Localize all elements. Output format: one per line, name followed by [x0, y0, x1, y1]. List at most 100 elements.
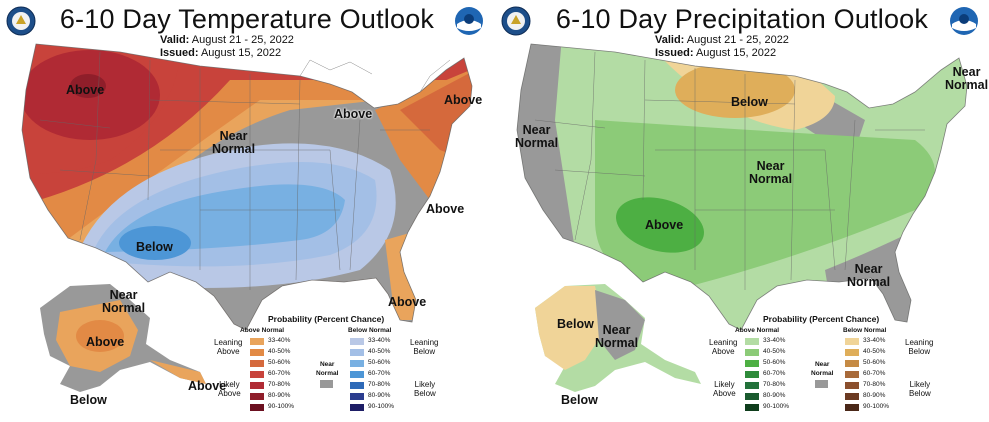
legend-above-head: Above Normal [240, 327, 285, 334]
legend-swatch [845, 349, 859, 356]
legend-above-head: Above Normal [735, 327, 780, 334]
legend-swatch [250, 393, 264, 400]
region-label: Below [731, 95, 768, 109]
legend-swatch [350, 404, 364, 411]
region-label: Near Normal [212, 129, 256, 156]
legend-near-normal: Near Normal [316, 361, 339, 377]
precipitation-outlook-panel: 6-10 Day Precipitation Outlook Valid: Au… [495, 0, 989, 422]
legend-range-label: 60-70% [268, 370, 291, 377]
legend-swatch [350, 382, 364, 389]
legend-leaning-below: Leaning Below [905, 338, 934, 356]
legend-swatch [745, 393, 759, 400]
legend-range-label: 60-70% [863, 370, 886, 377]
legend-swatch [745, 404, 759, 411]
legend-range-label: 90-100% [368, 403, 395, 410]
legend-likely-above: Likely Above [713, 380, 736, 398]
legend-swatch [250, 382, 264, 389]
legend-range-label: 33-40% [763, 337, 786, 344]
legend-range-label: 80-90% [763, 392, 786, 399]
noaa-logo [949, 6, 979, 36]
legend-likely-above: Likely Above [218, 380, 241, 398]
legend-swatch [250, 404, 264, 411]
region-label: Near Normal [515, 123, 559, 150]
region-label: Above [86, 335, 125, 349]
legend-range-label: 33-40% [863, 337, 886, 344]
page-title: 6-10 Day Precipitation Outlook [555, 4, 929, 34]
legend-swatch [745, 349, 759, 356]
valid-dates: Valid: August 21 - 25, 2022 [160, 34, 294, 46]
region-label: Near Normal [847, 262, 891, 289]
legend-range-label: 80-90% [368, 392, 391, 399]
legend-near-normal-swatch [320, 380, 333, 388]
page-title: 6-10 Day Temperature Outlook [59, 4, 435, 34]
region-label: Near Normal [102, 288, 146, 315]
legend-title: Probability (Percent Chance) [268, 314, 385, 324]
legend-range-label: 70-80% [763, 381, 786, 388]
legend-swatch [845, 393, 859, 400]
legend-swatch [350, 393, 364, 400]
legend-likely-below: Likely Below [909, 380, 931, 398]
legend-swatch [250, 360, 264, 367]
legend-range-label: 40-50% [368, 348, 391, 355]
legend-title: Probability (Percent Chance) [763, 314, 880, 324]
legend-swatch [845, 371, 859, 378]
legend-range-label: 40-50% [763, 348, 786, 355]
legend-swatch [845, 404, 859, 411]
region-label: Above [426, 202, 465, 216]
legend-swatch [350, 371, 364, 378]
legend-range-label: 90-100% [863, 403, 890, 410]
legend-range-label: 33-40% [268, 337, 291, 344]
region-label: Above [188, 379, 227, 393]
legend-range-label: 50-60% [763, 359, 786, 366]
region-label: Near Normal [945, 65, 989, 92]
region-label: Below [557, 317, 594, 331]
region-label: Above [334, 107, 373, 121]
legend-range-label: 50-60% [863, 359, 886, 366]
region-label: Above [388, 295, 427, 309]
region-label: Above [444, 93, 483, 107]
legend-range-label: 90-100% [268, 403, 295, 410]
legend-range-label: 70-80% [863, 381, 886, 388]
legend-swatch [350, 349, 364, 356]
valid-dates: Valid: August 21 - 25, 2022 [655, 34, 789, 46]
legend-leaning-above: Leaning Above [709, 338, 738, 356]
region-label: Near Normal [749, 159, 793, 186]
legend-swatch [845, 338, 859, 345]
legend-below-head: Below Normal [843, 327, 887, 334]
legend-range-label: 50-60% [368, 359, 391, 366]
temperature-outlook-panel: 6-10 Day Temperature Outlook Valid: Augu… [0, 0, 494, 422]
legend-range-label: 70-80% [368, 381, 391, 388]
legend-likely-below: Likely Below [414, 380, 436, 398]
legend-swatch [745, 360, 759, 367]
legend-swatch [745, 371, 759, 378]
legend-leaning-below: Leaning Below [410, 338, 439, 356]
precipitation-map [516, 43, 968, 392]
legend-range-label: 40-50% [863, 348, 886, 355]
doc-seal-logo [501, 6, 531, 36]
legend-swatch [845, 360, 859, 367]
legend-range-label: 60-70% [763, 370, 786, 377]
legend-range-label: 40-50% [268, 348, 291, 355]
legend-swatch [845, 382, 859, 389]
legend-swatch [250, 338, 264, 345]
legend-below-head: Below Normal [348, 327, 392, 334]
legend-range-label: 33-40% [368, 337, 391, 344]
region-label: Below [561, 393, 598, 407]
legend-swatch [745, 338, 759, 345]
legend-leaning-above: Leaning Above [214, 338, 243, 356]
legend-range-label: 80-90% [863, 392, 886, 399]
legend-range-label: 50-60% [268, 359, 291, 366]
legend-near-normal: Near Normal [811, 361, 834, 377]
issued-date: Issued: August 15, 2022 [160, 47, 282, 59]
legend-swatch [350, 338, 364, 345]
legend-near-normal-swatch [815, 380, 828, 388]
legend-swatch [350, 360, 364, 367]
region-label: Below [70, 393, 107, 407]
temperature-map [21, 43, 473, 392]
legend-range-label: 60-70% [368, 370, 391, 377]
legend-range-label: 90-100% [763, 403, 790, 410]
legend-swatch [745, 382, 759, 389]
issued-date: Issued: August 15, 2022 [655, 47, 777, 59]
legend-range-label: 70-80% [268, 381, 291, 388]
region-label: Above [66, 83, 105, 97]
